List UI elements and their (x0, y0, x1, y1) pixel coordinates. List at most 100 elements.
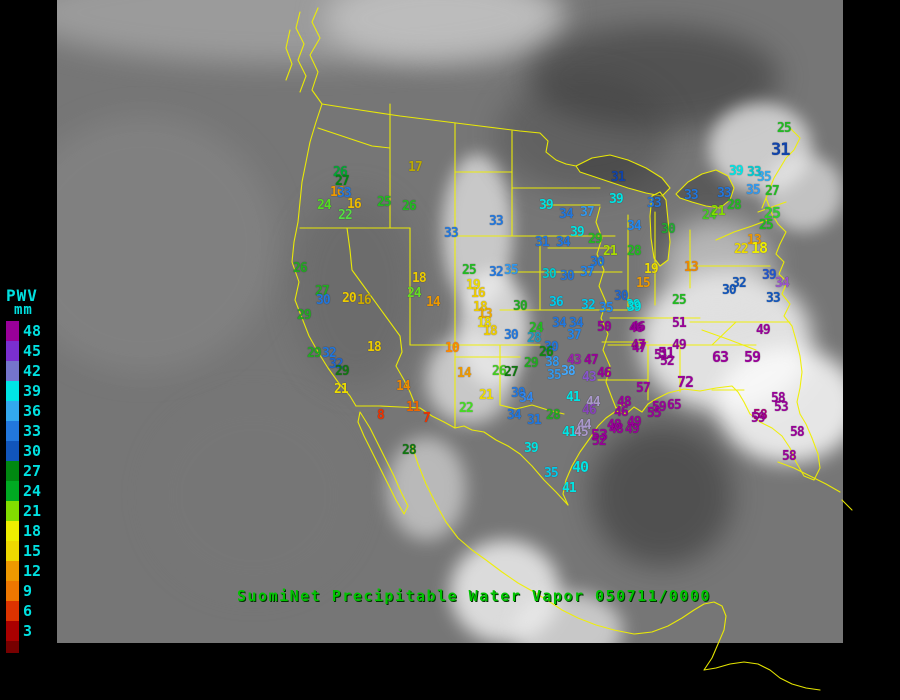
station-value: 45 (574, 425, 589, 440)
station-value: 19 (466, 278, 481, 293)
station-value: 39 (626, 298, 641, 313)
station-value: 53 (774, 400, 789, 415)
station-value: 29 (524, 356, 539, 371)
legend-swatch (6, 621, 19, 641)
legend-value-label: 42 (23, 362, 42, 380)
station-value: 26 (293, 261, 308, 276)
legend-entry: 45 (6, 341, 56, 361)
legend-entry: 48 (6, 321, 56, 341)
station-value: 16 (357, 293, 372, 308)
station-value: 25 (377, 195, 392, 210)
station-value: 34 (556, 235, 571, 250)
station-value: 20 (342, 291, 357, 306)
station-value: 30 (722, 283, 737, 298)
station-value: 39 (609, 192, 624, 207)
station-value: 46 (582, 403, 597, 418)
station-value: 39 (524, 441, 539, 456)
station-value: 13 (747, 233, 762, 248)
station-value: 58 (782, 449, 797, 464)
station-value: 32 (581, 298, 596, 313)
station-value: 21 (479, 388, 494, 403)
station-value: 34 (507, 408, 522, 423)
station-value: 30 (542, 267, 557, 282)
legend-value-label: 39 (23, 382, 42, 400)
station-value: 30 (661, 222, 676, 237)
station-value: 44 (586, 395, 601, 410)
station-value: 30 (316, 293, 331, 308)
station-value: 25 (777, 121, 792, 136)
station-value: 59 (751, 411, 766, 426)
legend-entry: 27 (6, 461, 56, 481)
station-value: 40 (572, 458, 589, 476)
station-value: 33 (684, 188, 699, 203)
station-value: 53 (591, 426, 608, 444)
station-value: 21 (711, 204, 726, 219)
station-value: 52 (592, 434, 607, 449)
station-value: 11 (406, 400, 421, 415)
legend-swatch (6, 561, 19, 581)
legend-value-label: 45 (23, 342, 42, 360)
station-value: 38 (561, 364, 576, 379)
station-value: 32 (732, 276, 747, 291)
legend-swatch (6, 601, 19, 621)
legend-value-label: 12 (23, 562, 42, 580)
legend-swatch (6, 461, 19, 481)
station-value: 24 (407, 286, 422, 301)
station-value: 16 (330, 185, 345, 200)
station-value: 28 (627, 244, 642, 259)
legend-swatch (6, 541, 19, 561)
legend-swatch (6, 361, 19, 381)
station-value: 22 (338, 208, 353, 223)
station-value: 27 (335, 174, 350, 189)
station-value: 21 (334, 382, 349, 397)
station-value: 41 (562, 481, 577, 496)
station-value: 28 (402, 443, 417, 458)
legend-swatch (6, 521, 19, 541)
station-value: 26 (492, 364, 507, 379)
legend-entry: 36 (6, 401, 56, 421)
station-value: 14 (396, 379, 411, 394)
legend-value-label: 3 (23, 622, 33, 640)
station-value: 48 (609, 422, 624, 437)
station-value: 50 (597, 320, 612, 335)
station-value: 22 (734, 242, 749, 257)
station-value: 49 (672, 338, 687, 353)
station-value: 35 (544, 466, 559, 481)
station-value: 37 (567, 328, 582, 343)
station-value: 59 (652, 400, 667, 415)
legend-value-label: 30 (23, 442, 42, 460)
station-value: 28 (727, 198, 742, 213)
station-value: 30 (544, 340, 559, 355)
legend-swatch (6, 501, 19, 521)
legend-value-label: 33 (23, 422, 42, 440)
legend-swatch (6, 341, 19, 361)
station-value: 28 (527, 331, 542, 346)
station-value: 30 (504, 328, 519, 343)
station-value: 26 (333, 165, 348, 180)
station-value: 30 (560, 269, 575, 284)
station-value: 33 (717, 186, 732, 201)
station-value: 43 (567, 353, 582, 368)
legend-entry: 24 (6, 481, 56, 501)
legend-entry: 42 (6, 361, 56, 381)
station-value: 48 (607, 418, 622, 433)
station-value: 63 (712, 348, 729, 366)
station-value: 31 (535, 235, 550, 250)
station-value: 58 (771, 391, 786, 406)
station-value: 58 (753, 408, 768, 423)
legend-entry: 3 (6, 621, 56, 641)
station-value: 29 (588, 232, 603, 247)
legend-unit: mm (14, 302, 33, 318)
station-value: 18 (751, 239, 768, 257)
station-value: 18 (477, 316, 492, 331)
station-value: 34 (552, 316, 567, 331)
station-value: 47 (584, 353, 599, 368)
station-value: 18 (367, 340, 382, 355)
station-value: 22 (459, 401, 474, 416)
station-value: 31 (527, 413, 542, 428)
station-value: 55 (647, 406, 662, 421)
station-value: 35 (504, 263, 519, 278)
legend-value-label: 15 (23, 542, 42, 560)
station-value: 51 (658, 344, 675, 362)
